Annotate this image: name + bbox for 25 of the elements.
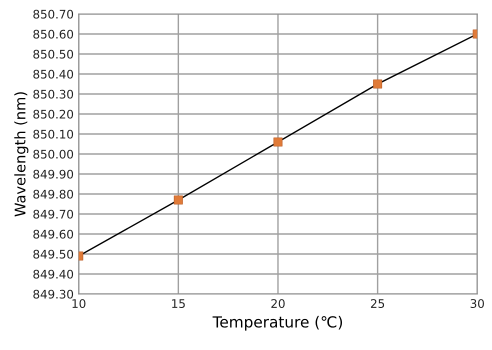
x-tick-label: 30	[470, 299, 484, 308]
point	[174, 195, 183, 205]
y-tick-label: 850.70	[33, 10, 74, 19]
x-tick-label: 15	[172, 299, 185, 308]
x-tick-label: 10	[72, 299, 86, 308]
y-tick-label: 850.00	[33, 150, 74, 159]
y-tick-label: 849.40	[33, 270, 74, 279]
y-tick-label: 849.70	[33, 210, 74, 219]
x-tick-label: 25	[370, 299, 384, 308]
y-tick-label: 850.40	[33, 70, 74, 79]
y-tick-label: 850.20	[33, 110, 74, 119]
x-axis-title: Temperature (℃)	[212, 316, 342, 331]
y-tick-label: 849.80	[33, 190, 74, 199]
y-tick-label: 849.30	[33, 290, 74, 299]
y-tick-label: 849.50	[33, 250, 74, 259]
y-tick-label: 850.10	[33, 130, 74, 139]
y-tick-label: 850.60	[33, 30, 74, 39]
y-axis-title: Wavelength (nm)	[14, 92, 28, 217]
y-tick-label: 850.50	[33, 50, 74, 59]
point	[373, 79, 382, 89]
y-tick-label: 849.60	[33, 230, 74, 239]
y-tick-label: 850.30	[33, 90, 74, 99]
x-tick-label: 20	[271, 299, 285, 308]
y-tick-label: 849.90	[33, 170, 74, 179]
point	[273, 137, 282, 147]
